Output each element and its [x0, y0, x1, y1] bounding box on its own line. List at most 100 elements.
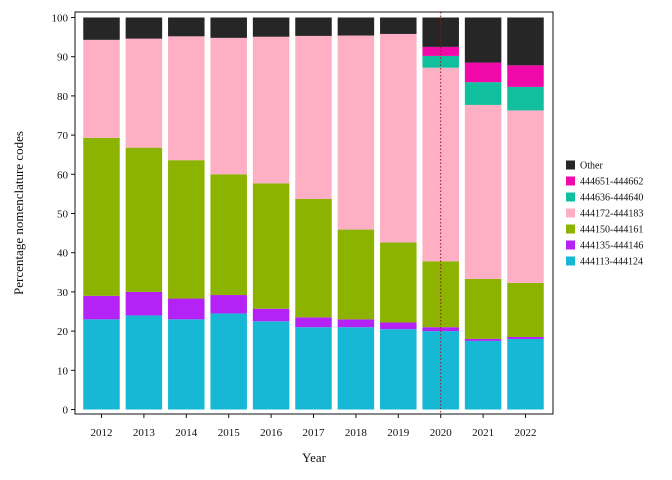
bar-segment-2019-series-6	[380, 17, 417, 34]
x-tick-label: 2019	[387, 427, 410, 439]
bar-segment-2017-series-2	[295, 199, 332, 318]
bar-segment-2014-series-1	[168, 298, 205, 320]
bar-segment-2015-series-1	[210, 295, 247, 314]
legend-swatch	[566, 240, 575, 250]
bar-segment-2021-series-4	[464, 82, 502, 105]
bars-layer	[83, 17, 544, 410]
bar-segment-2022-series-0	[507, 338, 544, 410]
bar-segment-2021-series-6	[464, 17, 502, 63]
y-tick-label: 100	[52, 13, 69, 25]
legend-label: 444113-444124	[580, 257, 643, 268]
y-tick-label: 60	[57, 169, 69, 181]
bar-segment-2012-series-0	[83, 319, 120, 410]
bar-segment-2012-series-3	[83, 39, 120, 138]
y-tick-label: 0	[63, 405, 69, 417]
y-tick-label: 50	[57, 209, 69, 221]
bar-segment-2013-series-2	[125, 147, 163, 292]
x-tick-label: 2022	[515, 427, 537, 439]
bar-segment-2018-series-6	[337, 17, 375, 36]
bar-segment-2022-series-2	[507, 282, 544, 337]
bar-segment-2022-series-6	[507, 17, 544, 66]
y-axis-title: Percentage nomenclature codes	[11, 131, 26, 295]
x-tick-label: 2013	[133, 427, 156, 439]
legend-swatch	[566, 176, 575, 186]
bar-segment-2012-series-1	[83, 295, 120, 320]
y-tick-label: 40	[57, 248, 69, 260]
x-tick-label: 2018	[345, 427, 368, 439]
legend-label: 444135-444146	[580, 241, 643, 252]
bar-segment-2016-series-3	[252, 36, 290, 184]
bar-segment-2017-series-3	[295, 35, 332, 199]
bar-segment-2015-series-0	[210, 313, 247, 410]
bar-segment-2015-series-6	[210, 17, 247, 38]
y-tick-label: 70	[57, 130, 69, 142]
legend-item: Other	[566, 160, 603, 172]
bar-segment-2016-series-6	[252, 17, 290, 37]
y-tick-label: 10	[57, 365, 69, 377]
x-tick-label: 2012	[91, 427, 113, 439]
bar-segment-2013-series-0	[125, 315, 163, 410]
bar-segment-2013-series-1	[125, 291, 163, 316]
x-tick-label: 2015	[218, 427, 241, 439]
bar-segment-2016-series-2	[252, 183, 290, 309]
bar-segment-2021-series-5	[464, 62, 502, 83]
bar-segment-2015-series-3	[210, 37, 247, 175]
bar-segment-2019-series-3	[380, 33, 417, 243]
bar-segment-2019-series-1	[380, 322, 417, 330]
bar-segment-2021-series-2	[464, 278, 502, 339]
x-tick-label: 2016	[260, 427, 283, 439]
legend-item: 444651-444662	[566, 176, 643, 188]
legend-label: 444172-444183	[580, 209, 643, 220]
x-tick-label: 2017	[303, 427, 326, 439]
x-tick-label: 2014	[175, 427, 198, 439]
legend-swatch	[566, 160, 575, 170]
bar-segment-2018-series-1	[337, 319, 375, 328]
legend-swatch	[566, 224, 575, 234]
bar-segment-2022-series-1	[507, 336, 544, 339]
x-axis-title: Year	[302, 450, 327, 465]
bar-segment-2016-series-0	[252, 321, 290, 410]
bar-segment-2012-series-2	[83, 137, 120, 296]
bar-segment-2018-series-0	[337, 327, 375, 410]
bar-segment-2014-series-0	[168, 319, 205, 410]
x-tick-label: 2021	[472, 427, 494, 439]
bar-segment-2012-series-6	[83, 17, 120, 40]
bar-segment-2020-series-1	[422, 327, 459, 332]
y-tick-label: 30	[57, 287, 69, 299]
legend-swatch	[566, 192, 575, 202]
bar-segment-2013-series-3	[125, 38, 163, 148]
bar-segment-2020-series-6	[422, 17, 459, 47]
legend-swatch	[566, 208, 575, 218]
y-tick-label: 90	[57, 52, 69, 64]
x-tick-label: 2020	[430, 427, 453, 439]
bar-segment-2017-series-6	[295, 17, 332, 36]
legend-item: 444113-444124	[566, 256, 643, 268]
x-axis: 2012 2013 2014 2015 2016 2017 2018 2019 2020 2021…	[91, 414, 537, 439]
legend-item: 444172-444183	[566, 208, 643, 220]
bar-segment-2014-series-3	[168, 36, 205, 161]
bar-segment-2021-series-3	[464, 104, 502, 279]
legend-swatch	[566, 256, 575, 266]
legend-item: 444150-444161	[566, 224, 643, 236]
legend-label: 444651-444662	[580, 177, 643, 188]
bar-segment-2019-series-0	[380, 329, 417, 410]
y-tick-label: 80	[57, 91, 69, 103]
bar-segment-2017-series-0	[295, 327, 332, 410]
y-tick-label: 20	[57, 326, 69, 338]
bar-segment-2022-series-4	[507, 86, 544, 111]
bar-segment-2017-series-1	[295, 317, 332, 328]
legend: Other 444651-444662 444636-444640 444172-44…	[566, 160, 643, 268]
legend-item: 444135-444146	[566, 240, 643, 252]
bar-segment-2014-series-2	[168, 160, 205, 299]
bar-segment-2018-series-2	[337, 229, 375, 320]
bar-segment-2014-series-6	[168, 17, 205, 37]
legend-label: Other	[580, 161, 603, 172]
legend-item: 444636-444640	[566, 192, 643, 204]
bar-segment-2013-series-6	[125, 17, 163, 39]
bar-segment-2021-series-1	[464, 338, 502, 341]
legend-label: 444636-444640	[580, 193, 643, 204]
bar-segment-2019-series-2	[380, 242, 417, 323]
bar-segment-2016-series-1	[252, 308, 290, 322]
bar-segment-2022-series-3	[507, 110, 544, 283]
